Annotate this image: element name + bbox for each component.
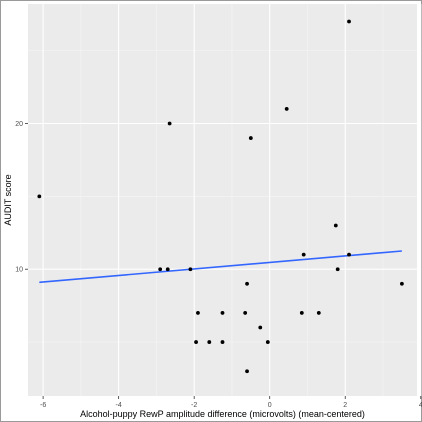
data-point — [299, 311, 304, 315]
x-tick-label: -6 — [40, 402, 46, 409]
data-point — [245, 281, 249, 286]
data-point — [165, 267, 170, 272]
data-point — [220, 311, 225, 315]
data-point — [188, 267, 193, 272]
data-point — [194, 340, 198, 344]
data-point — [301, 252, 306, 257]
x-axis-title: Alcohol-puppy RewP amplitude difference … — [80, 409, 365, 419]
plot-panel — [28, 4, 417, 396]
data-point — [316, 311, 321, 315]
regression-line-group — [39, 250, 402, 284]
data-point — [220, 340, 225, 344]
x-tick-label: 4 — [419, 402, 422, 409]
x-tick-label: -4 — [116, 402, 122, 409]
data-point — [399, 281, 404, 286]
data-point — [243, 311, 248, 315]
data-point — [196, 311, 200, 315]
y-tick-label: 10 — [15, 267, 23, 274]
data-point — [245, 369, 249, 374]
y-axis-title: AUDIT score — [3, 174, 13, 225]
data-point — [37, 194, 42, 199]
data-point — [158, 267, 163, 272]
data-point — [335, 267, 340, 272]
y-tick-label: 20 — [15, 121, 23, 128]
regression-line — [39, 250, 402, 284]
data-point — [347, 252, 351, 257]
data-points — [37, 19, 404, 374]
data-point — [248, 136, 253, 140]
x-tick-label: 0 — [268, 402, 272, 409]
x-tick-label: -2 — [191, 402, 197, 409]
data-point — [284, 107, 289, 111]
data-point — [333, 223, 338, 228]
data-point — [167, 121, 172, 126]
data-point — [347, 19, 351, 24]
x-tick-label: 2 — [343, 402, 347, 409]
data-point — [258, 325, 263, 330]
axes: -6 -4 -2 0 2 4 10 20 — [15, 121, 422, 409]
grid-lines — [28, 4, 422, 396]
data-point — [207, 340, 212, 344]
data-point — [265, 340, 270, 344]
